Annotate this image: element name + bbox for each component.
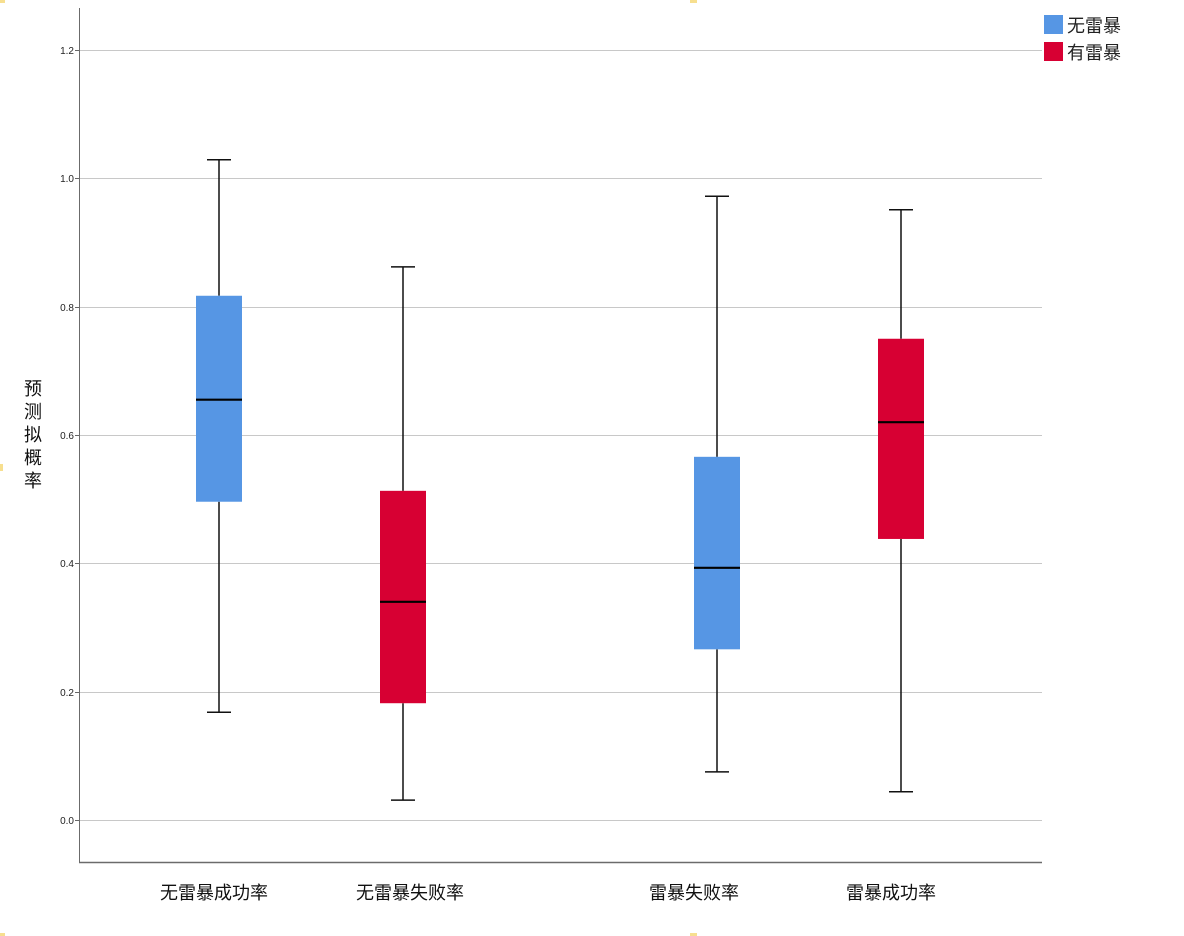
x-category-label: 无雷暴失败率 — [356, 883, 464, 904]
x-category-labels: 无雷暴成功率 无雷暴失败率 雷暴失败率 雷暴成功率 — [160, 883, 936, 904]
y-tick-label: 1.2 — [60, 46, 74, 57]
y-axis-label: 预测拟概率 — [24, 379, 42, 492]
legend-item-thunderstorm: 有雷暴 — [1044, 38, 1121, 65]
iqr-box — [380, 490, 426, 704]
selection-handle — [0, 933, 5, 936]
legend-item-no-thunderstorm: 无雷暴 — [1044, 11, 1121, 38]
selection-handle — [0, 0, 5, 3]
selection-handle — [0, 464, 3, 471]
legend: 无雷暴 有雷暴 — [1044, 11, 1121, 65]
y-tick-label: 0.6 — [60, 431, 74, 442]
x-category-label: 无雷暴成功率 — [160, 883, 268, 904]
legend-swatch-red — [1044, 42, 1063, 61]
y-tick-label: 0.0 — [60, 816, 74, 827]
legend-swatch-blue — [1044, 15, 1063, 34]
y-tick-label: 0.4 — [60, 559, 74, 570]
box-2 — [380, 266, 426, 801]
y-tick-labels: 0.0 0.2 0.4 0.6 0.8 1.0 1.2 — [60, 46, 74, 827]
iqr-box — [694, 456, 740, 650]
selection-handle — [690, 0, 697, 3]
box-3 — [694, 195, 740, 773]
y-tick-label: 1.0 — [60, 174, 74, 185]
iqr-box — [878, 338, 924, 539]
selection-handle — [690, 933, 697, 936]
axes — [75, 8, 1042, 864]
x-category-label: 雷暴成功率 — [846, 883, 936, 904]
box-plots — [196, 158, 924, 801]
y-tick-label: 0.2 — [60, 688, 74, 699]
box-4 — [878, 209, 924, 793]
box-1 — [196, 158, 242, 713]
x-category-label: 雷暴失败率 — [649, 883, 739, 904]
legend-label: 无雷暴 — [1067, 15, 1121, 37]
legend-label: 有雷暴 — [1067, 42, 1121, 64]
y-tick-label: 0.8 — [60, 303, 74, 314]
